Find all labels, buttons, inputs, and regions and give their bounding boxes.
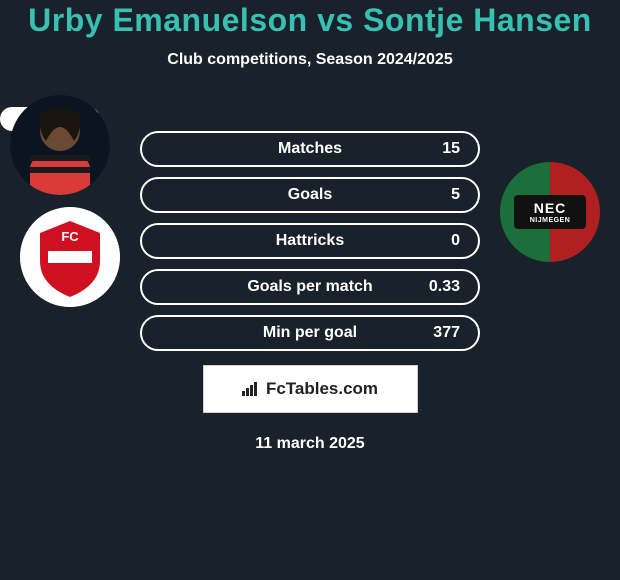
stat-row: Goals 5 — [140, 177, 480, 213]
stat-value: 15 — [442, 140, 460, 158]
brand-text: FcTables.com — [266, 379, 378, 399]
shield-icon: FC — [20, 207, 120, 307]
subtitle: Club competitions, Season 2024/2025 — [0, 51, 620, 69]
stat-label: Min per goal — [263, 324, 357, 342]
club-right-badge-text: NEC — [534, 201, 567, 215]
stat-label: Hattricks — [276, 232, 344, 250]
svg-text:FC: FC — [61, 229, 79, 244]
brand-attribution: FcTables.com — [203, 365, 418, 413]
stats-list: Matches 15 Goals 5 Hattricks 0 Goals per… — [140, 131, 480, 351]
stat-row: Goals per match 0.33 — [140, 269, 480, 305]
stat-row: Hattricks 0 — [140, 223, 480, 259]
date-text: 11 march 2025 — [0, 435, 620, 453]
stat-value: 5 — [451, 186, 460, 204]
page-title: Urby Emanuelson vs Sontje Hansen — [0, 0, 620, 39]
club-right-badge-subtext: NIJMEGEN — [530, 217, 571, 224]
stat-label: Goals — [288, 186, 332, 204]
stat-value: 0.33 — [429, 278, 460, 296]
comparison-arena: FC NEC NIJMEGEN Matches 15 Goals 5 Hattr… — [0, 107, 620, 453]
stat-label: Goals per match — [247, 278, 372, 296]
player-left-avatar — [10, 95, 110, 195]
stat-label: Matches — [278, 140, 342, 158]
stat-value: 0 — [451, 232, 460, 250]
stat-row: Matches 15 — [140, 131, 480, 167]
club-left-badge: FC — [20, 207, 120, 307]
club-right-badge: NEC NIJMEGEN — [500, 162, 600, 262]
person-icon — [10, 95, 110, 195]
club-right-badge-bar: NEC NIJMEGEN — [514, 195, 586, 229]
stat-value: 377 — [433, 324, 460, 342]
bars-icon — [242, 382, 260, 396]
stat-row: Min per goal 377 — [140, 315, 480, 351]
